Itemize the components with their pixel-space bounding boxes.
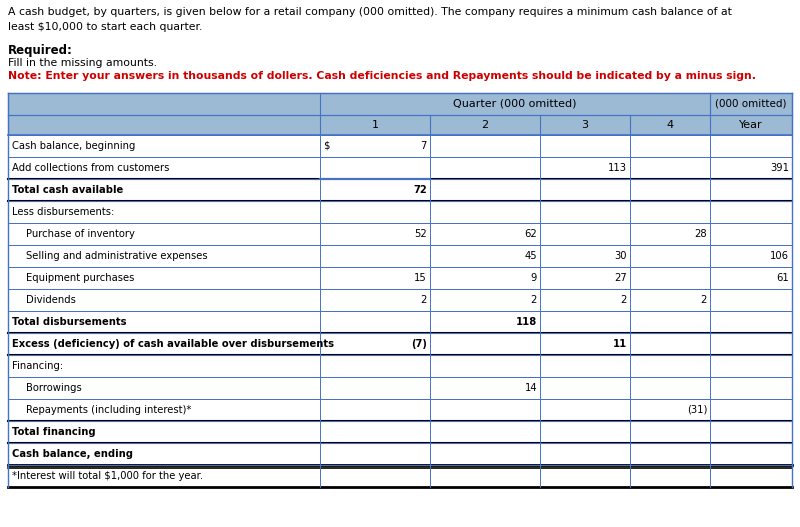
Text: 2: 2 <box>482 120 489 130</box>
Text: *Interest will total $1,000 for the year.: *Interest will total $1,000 for the year… <box>12 471 203 481</box>
Bar <box>8 377 792 399</box>
Text: Cash balance, ending: Cash balance, ending <box>12 449 133 459</box>
Text: 2: 2 <box>621 295 627 305</box>
Text: 391: 391 <box>770 163 789 173</box>
Bar <box>8 355 792 377</box>
Text: Dividends: Dividends <box>26 295 76 305</box>
Text: Purchase of inventory: Purchase of inventory <box>26 229 135 239</box>
Text: 62: 62 <box>524 229 537 239</box>
Bar <box>8 201 792 223</box>
Text: 72: 72 <box>414 185 427 195</box>
Text: 118: 118 <box>516 317 537 327</box>
Text: Required:: Required: <box>8 44 73 57</box>
Bar <box>8 135 792 157</box>
Text: 2: 2 <box>421 295 427 305</box>
Text: Excess (deficiency) of cash available over disbursements: Excess (deficiency) of cash available ov… <box>12 339 334 349</box>
Text: 4: 4 <box>666 120 674 130</box>
Text: 11: 11 <box>613 339 627 349</box>
Text: Total disbursements: Total disbursements <box>12 317 126 327</box>
Bar <box>8 179 792 201</box>
Bar <box>8 399 792 421</box>
Bar <box>8 333 792 355</box>
Bar <box>8 311 792 333</box>
Text: 2: 2 <box>701 295 707 305</box>
Bar <box>320 135 430 157</box>
Text: $: $ <box>323 141 330 151</box>
Bar <box>8 465 792 487</box>
Text: (000 omitted): (000 omitted) <box>715 99 786 109</box>
Text: 52: 52 <box>414 229 427 239</box>
Text: least $10,000 to start each quarter.: least $10,000 to start each quarter. <box>8 22 202 32</box>
Text: 14: 14 <box>524 383 537 393</box>
Bar <box>8 289 792 311</box>
Text: Add collections from customers: Add collections from customers <box>12 163 170 173</box>
Text: 45: 45 <box>524 251 537 261</box>
Text: Total financing: Total financing <box>12 427 96 437</box>
Text: Borrowings: Borrowings <box>26 383 82 393</box>
Text: 106: 106 <box>770 251 789 261</box>
Text: 30: 30 <box>614 251 627 261</box>
Text: Financing:: Financing: <box>12 361 63 371</box>
Text: 7: 7 <box>421 141 427 151</box>
Text: 61: 61 <box>776 273 789 283</box>
Bar <box>8 223 792 245</box>
Text: Fill in the missing amounts.: Fill in the missing amounts. <box>8 58 157 68</box>
Text: 28: 28 <box>694 229 707 239</box>
Text: 113: 113 <box>608 163 627 173</box>
Text: 2: 2 <box>530 295 537 305</box>
Text: 9: 9 <box>530 273 537 283</box>
Bar <box>8 443 792 465</box>
Bar <box>8 421 792 443</box>
Text: 15: 15 <box>414 273 427 283</box>
Bar <box>8 115 792 135</box>
Text: A cash budget, by quarters, is given below for a retail company (000 omitted). T: A cash budget, by quarters, is given bel… <box>8 7 732 17</box>
Text: Less disbursements:: Less disbursements: <box>12 207 114 217</box>
Text: 3: 3 <box>582 120 589 130</box>
Bar <box>8 157 792 179</box>
Bar <box>320 93 710 115</box>
Text: Year: Year <box>739 120 763 130</box>
Text: Total cash available: Total cash available <box>12 185 123 195</box>
Bar <box>8 93 320 115</box>
Bar <box>710 93 792 115</box>
Bar <box>8 245 792 267</box>
Text: Equipment purchases: Equipment purchases <box>26 273 134 283</box>
Text: 27: 27 <box>614 273 627 283</box>
Text: 1: 1 <box>371 120 378 130</box>
Text: Note: Enter your answers in thousands of dollers. Cash deficiencies and Repaymen: Note: Enter your answers in thousands of… <box>8 71 756 81</box>
Bar <box>8 267 792 289</box>
Text: Repayments (including interest)*: Repayments (including interest)* <box>26 405 191 415</box>
Text: Selling and administrative expenses: Selling and administrative expenses <box>26 251 208 261</box>
Text: (7): (7) <box>411 339 427 349</box>
Text: Quarter (000 omitted): Quarter (000 omitted) <box>454 99 577 109</box>
Text: Cash balance, beginning: Cash balance, beginning <box>12 141 135 151</box>
Text: (31): (31) <box>686 405 707 415</box>
